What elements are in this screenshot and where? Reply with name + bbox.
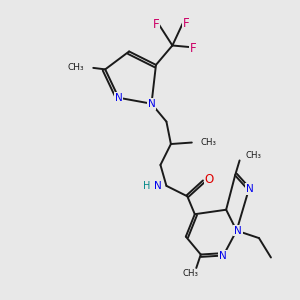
Text: CH₃: CH₃: [201, 138, 217, 147]
Text: N: N: [246, 184, 254, 194]
Text: F: F: [190, 42, 196, 55]
Text: H: H: [142, 181, 150, 191]
Text: N: N: [115, 93, 122, 103]
Text: CH₃: CH₃: [68, 63, 84, 72]
Text: CH₃: CH₃: [182, 269, 198, 278]
Text: N: N: [219, 251, 227, 261]
Text: N: N: [154, 181, 161, 191]
Text: CH₃: CH₃: [246, 152, 262, 160]
Text: N: N: [148, 99, 155, 109]
Text: F: F: [182, 16, 189, 30]
Text: N: N: [234, 226, 242, 236]
Text: O: O: [205, 173, 214, 186]
Text: F: F: [153, 18, 159, 31]
